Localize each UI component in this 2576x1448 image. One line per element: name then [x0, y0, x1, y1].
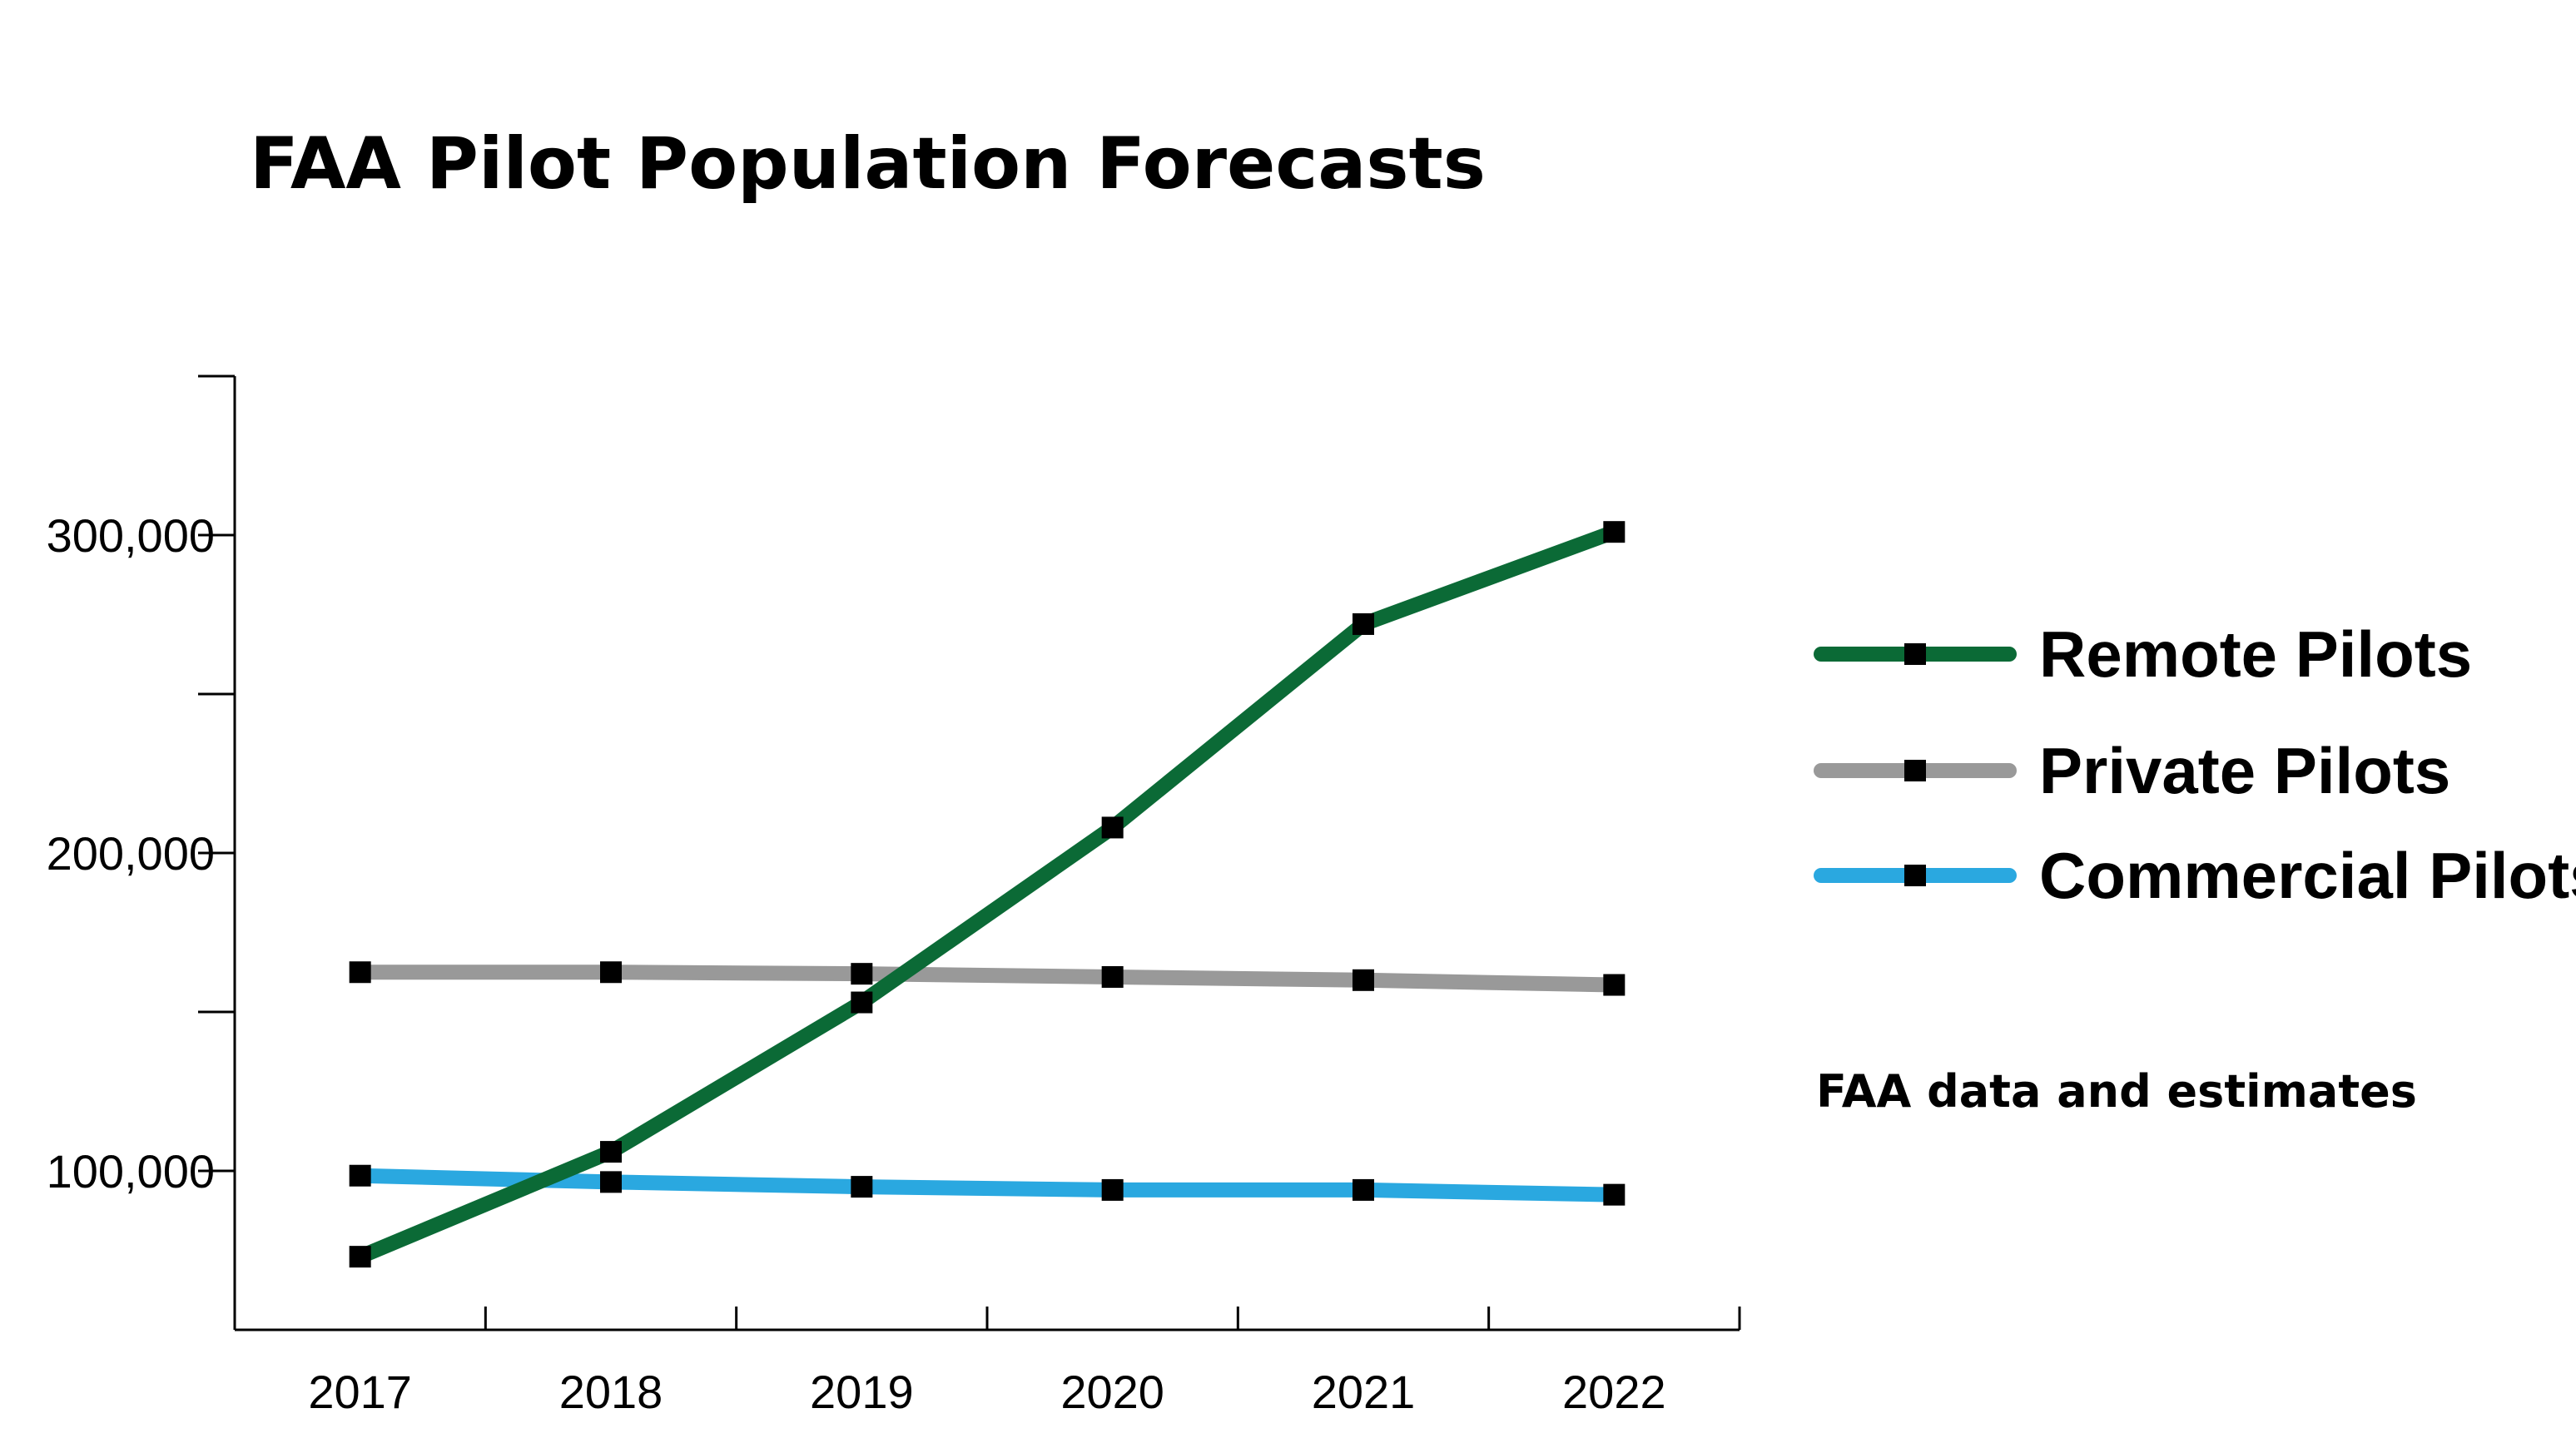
- data-point-marker: [349, 1246, 371, 1268]
- x-tick-label: 2018: [559, 1366, 663, 1418]
- data-point-marker: [1353, 1178, 1374, 1201]
- data-point-marker: [1353, 969, 1374, 991]
- x-tick-label: 2022: [1562, 1366, 1666, 1418]
- y-tick-label: 200,000: [47, 827, 215, 880]
- legend-label: Private Pilots: [2039, 734, 2450, 807]
- legend-swatch-marker: [1904, 760, 1926, 781]
- x-tick-label: 2020: [1060, 1366, 1164, 1418]
- data-point-marker: [600, 961, 622, 984]
- series-line: [352, 965, 1622, 993]
- data-point-marker: [1353, 612, 1374, 635]
- series-layer: [349, 521, 1626, 1268]
- data-point-marker: [851, 1176, 873, 1198]
- legend-label: Commercial Pilots: [2039, 839, 2576, 912]
- data-point-marker: [349, 1164, 371, 1187]
- y-axis-ticks: 100,000 200,000 300,000: [47, 374, 235, 1198]
- x-tick-label: 2019: [810, 1366, 914, 1418]
- x-tick-label: 2017: [308, 1366, 412, 1418]
- data-point-marker: [600, 1141, 622, 1163]
- data-point-marker: [1603, 1183, 1626, 1206]
- legend-swatch-marker: [1904, 643, 1926, 665]
- x-axis-ticks: 2017 2018 2019 2020 2021 2022: [308, 1307, 1741, 1418]
- legend-swatch-marker: [1904, 865, 1926, 886]
- source-note: FAA data and estimates: [1816, 1065, 2417, 1118]
- data-point-marker: [1101, 965, 1124, 988]
- data-point-marker: [600, 1171, 622, 1193]
- data-point-marker: [1603, 521, 1626, 543]
- data-point-marker: [1603, 974, 1626, 996]
- series-line: [352, 524, 1622, 1265]
- x-tick-label: 2021: [1312, 1366, 1416, 1418]
- data-point-marker: [851, 963, 873, 985]
- data-point-marker: [1101, 816, 1124, 839]
- y-tick-label: 300,000: [47, 509, 215, 562]
- chart-title: FAA Pilot Population Forecasts: [250, 122, 1486, 206]
- data-point-marker: [349, 961, 371, 984]
- data-point-marker: [1101, 1178, 1124, 1201]
- data-point-marker: [851, 991, 873, 1014]
- y-tick-label: 100,000: [47, 1145, 215, 1198]
- legend: Remote Pilots Private Pilots Commercial Pi…: [1814, 617, 2576, 912]
- legend-label: Remote Pilots: [2039, 617, 2472, 691]
- series-line: [352, 1168, 1622, 1203]
